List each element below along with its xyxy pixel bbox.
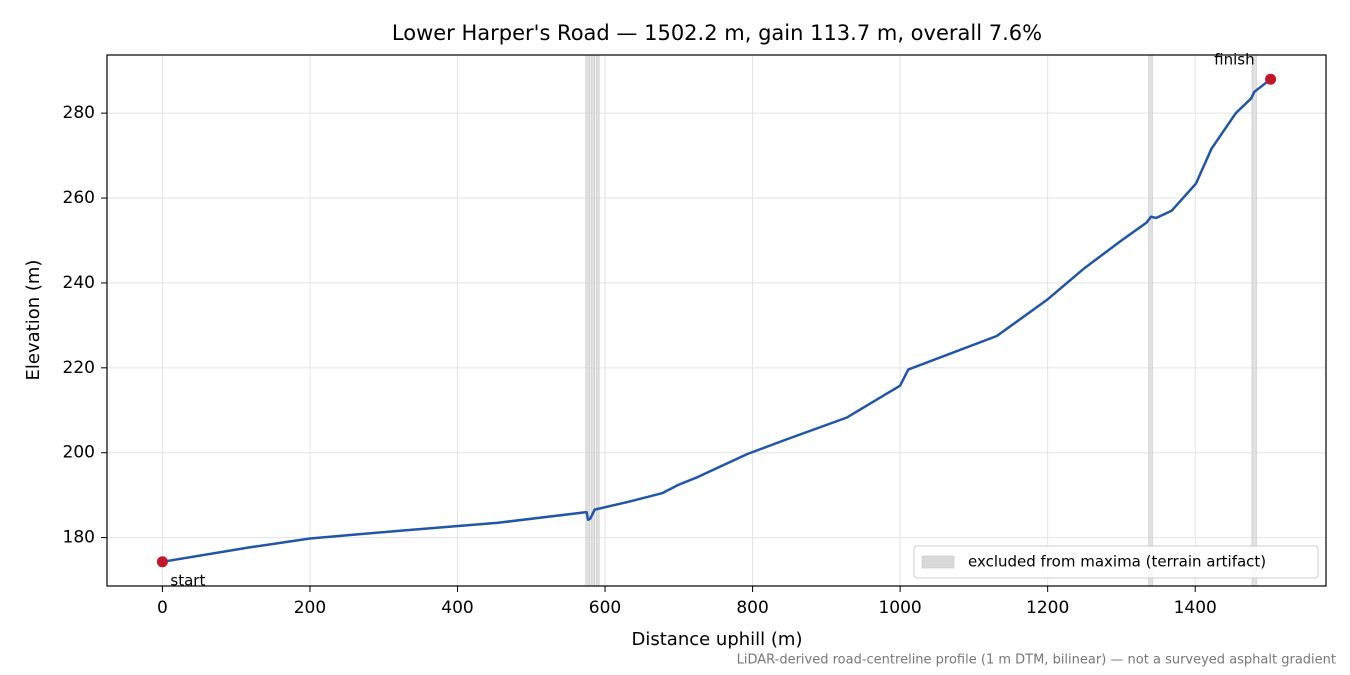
x-tick-label: 200 (294, 598, 326, 618)
x-tick-label: 1400 (1174, 598, 1217, 618)
x-axis-label: Distance uphill (m) (632, 629, 803, 650)
excluded-band (585, 54, 590, 587)
endpoint-marker (1265, 73, 1277, 85)
y-tick-label: 200 (63, 443, 95, 463)
plot-frame (106, 54, 1327, 587)
elevation-line (162, 78, 1272, 564)
legend-label: excluded from maxima (terrain artifact) (968, 553, 1266, 571)
x-tick-label: 1000 (878, 598, 921, 618)
x-tick-label: 400 (441, 598, 473, 618)
y-tick-label: 220 (63, 358, 95, 378)
legend-box (913, 545, 1319, 579)
chart-title: Lower Harper's Road — 1502.2 m, gain 113… (392, 21, 1042, 45)
legend-swatch (921, 555, 955, 569)
y-tick-label: 240 (63, 273, 95, 293)
marker-label: start (170, 571, 205, 589)
x-tick-label: 600 (589, 598, 621, 618)
excluded-band (590, 54, 595, 587)
y-axis-label: Elevation (m) (23, 260, 44, 381)
y-tick-label: 260 (63, 188, 95, 208)
marker-label: finish (1214, 51, 1254, 69)
endpoint-marker (156, 556, 168, 568)
x-tick-label: 800 (736, 598, 768, 618)
y-tick-label: 180 (63, 528, 95, 548)
footnote: LiDAR-derived road-centreline profile (1… (737, 653, 1336, 668)
excluded-band (595, 54, 600, 587)
x-tick-label: 0 (157, 598, 168, 618)
excluded-band (1251, 54, 1257, 587)
y-tick-label: 280 (63, 103, 95, 123)
x-tick-label: 1200 (1026, 598, 1069, 618)
excluded-band (1148, 54, 1153, 587)
